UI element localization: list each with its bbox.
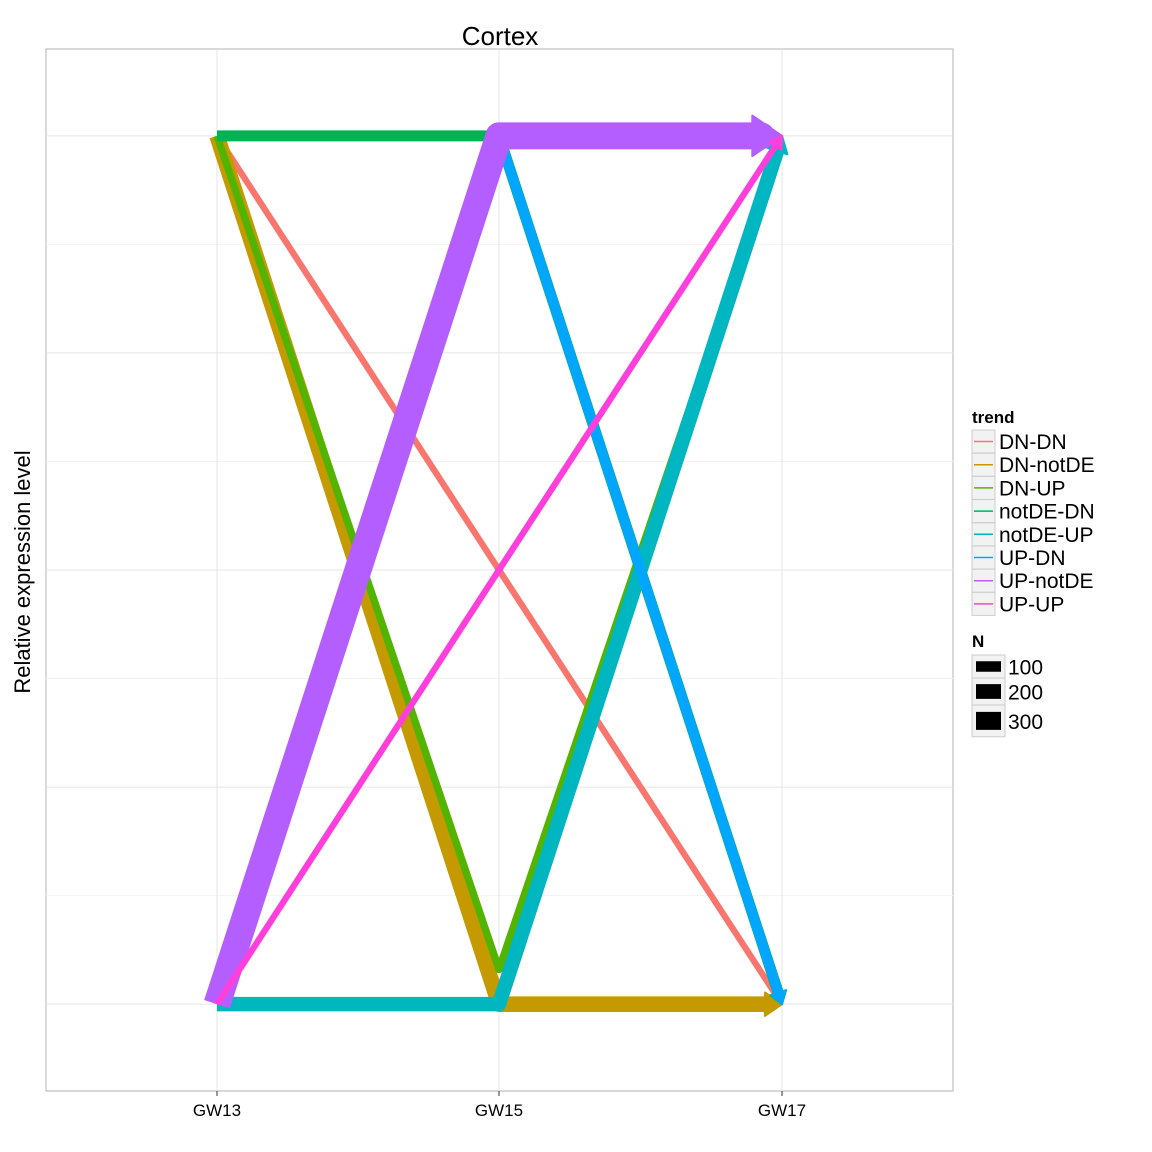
series-segment <box>495 139 781 574</box>
legend-item-up-dn: UP-DN <box>971 545 1066 570</box>
legend-label: notDE-UP <box>999 524 1094 547</box>
series-segment <box>214 134 502 572</box>
legend-size-item: 100 <box>971 654 1043 680</box>
legend-item-dn-dn: DN-DN <box>971 429 1067 454</box>
series-joint <box>495 965 503 974</box>
legend-item-up-notde: UP-notDE <box>971 568 1094 593</box>
series-joint <box>495 566 503 574</box>
series-arrowhead <box>768 134 783 151</box>
legend-label: UP-notDE <box>999 570 1094 593</box>
series-segment <box>214 568 502 1006</box>
series-segment <box>495 566 781 1001</box>
legend-item-dn-notde: DN-notDE <box>971 452 1095 477</box>
legend-label: notDE-DN <box>999 501 1095 524</box>
series-segment <box>494 130 785 1002</box>
legend-size-label: 200 <box>1008 682 1043 705</box>
legend-size-item: 200 <box>971 677 1043 706</box>
chart-title: Cortex <box>462 21 539 51</box>
series-up-up <box>214 134 783 1006</box>
legend-label: DN-DN <box>999 431 1067 454</box>
series-segment <box>204 131 512 1009</box>
legend-item-notde-up: notDE-UP <box>971 522 1094 547</box>
x-axis: GW13 GW15 GW17 <box>193 1091 806 1120</box>
series-joint <box>485 122 513 150</box>
x-tick-label: GW15 <box>475 1101 523 1120</box>
legend-size-label: 100 <box>1008 657 1043 680</box>
legend-label: UP-UP <box>999 593 1064 616</box>
legend-label: DN-UP <box>999 477 1066 500</box>
legend: trend DN-DNDN-notDEDN-UPnotDE-DNnotDE-UP… <box>971 408 1095 738</box>
x-tick-label: GW17 <box>758 1101 806 1120</box>
series-joint <box>491 996 507 1012</box>
legend-item-dn-up: DN-UP <box>971 475 1066 500</box>
series-arrowhead <box>770 989 787 1006</box>
legend-size-title: N <box>972 632 984 651</box>
legend-item-up-up: UP-UP <box>971 591 1064 616</box>
legend-item-notde-dn: notDE-DN <box>971 499 1095 524</box>
y-axis-label: Relative expression level <box>10 450 35 693</box>
legend-size-label: 300 <box>1008 711 1043 734</box>
legend-trend-items: DN-DNDN-notDEDN-UPnotDE-DNnotDE-UPUP-DNU… <box>971 429 1095 616</box>
series-arrowhead <box>751 114 783 158</box>
x-tick-label: GW13 <box>193 1101 241 1120</box>
legend-trend-title: trend <box>972 408 1015 427</box>
series-up-notde <box>204 114 783 1009</box>
legend-size-item: 300 <box>971 704 1043 738</box>
legend-label: UP-DN <box>999 547 1066 570</box>
legend-label: DN-notDE <box>999 454 1095 477</box>
series-layer <box>204 114 789 1017</box>
